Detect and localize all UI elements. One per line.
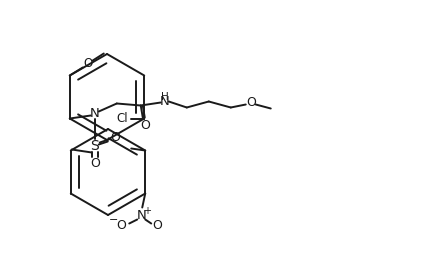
Text: N: N [90,107,100,120]
Text: O: O [116,219,126,232]
Text: −: − [108,216,118,225]
Text: O: O [140,119,150,132]
Text: O: O [110,131,120,144]
Text: S: S [90,139,99,153]
Text: O: O [152,219,162,232]
Text: O: O [90,157,100,170]
Text: N: N [137,209,146,222]
Text: N: N [160,95,170,108]
Text: O: O [83,57,92,70]
Text: O: O [246,96,256,109]
Text: +: + [143,207,151,216]
Text: Cl: Cl [117,112,128,125]
Text: H: H [161,92,168,101]
